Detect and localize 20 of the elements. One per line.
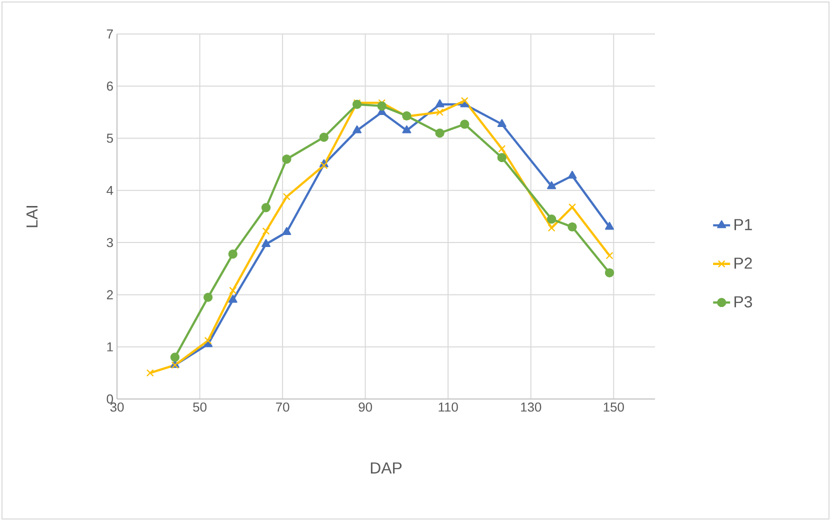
y-tick-label: 2 [106,290,113,300]
y-tick-label: 4 [106,186,114,195]
x-tick-label: 130 [521,402,542,412]
x-tick-label: 50 [193,402,206,412]
x-tick-label: 30 [110,402,124,412]
legend-label: P1 [734,219,752,230]
x-tick-label: 90 [358,402,372,412]
y-tick-label: 5 [106,134,113,143]
y-tick-label: 1 [107,342,113,352]
y-tick-label: 6 [106,82,113,91]
y-tick-label: 0 [106,394,113,404]
x-axis-title: DAP [370,462,402,474]
legend-label: P3 [734,296,752,308]
x-tick-label: 70 [276,402,290,412]
y-tick-label: 3 [106,238,113,248]
y-tick-label: 7 [106,30,113,38]
x-tick-label: 150 [604,402,624,412]
legend-label: P2 [734,258,752,269]
x-tick-label: 110 [438,402,458,412]
y-axis-title: LAI [26,206,38,228]
